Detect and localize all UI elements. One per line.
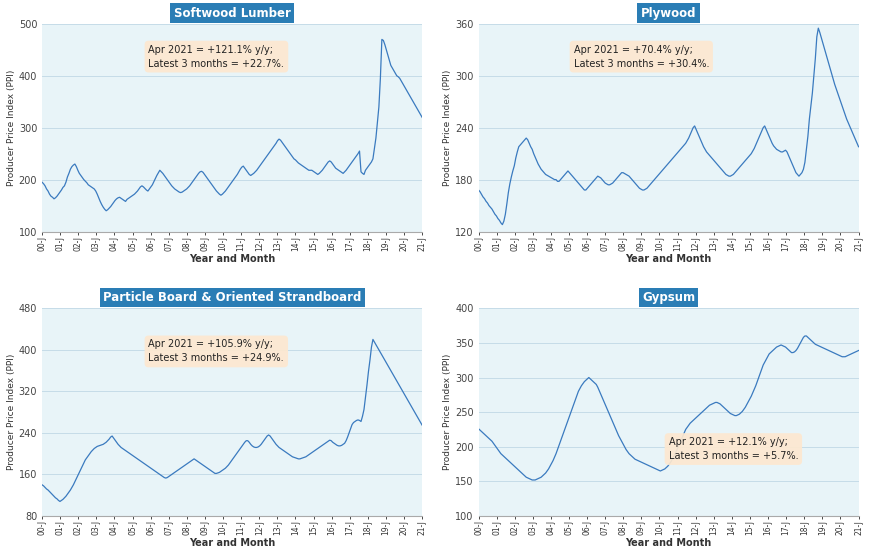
Text: Gypsum: Gypsum: [641, 291, 694, 304]
Text: Softwood Lumber: Softwood Lumber: [174, 7, 290, 19]
Text: Apr 2021 = +70.4% y/y;
Latest 3 months = +30.4%.: Apr 2021 = +70.4% y/y; Latest 3 months =…: [573, 44, 708, 69]
X-axis label: Year and Month: Year and Month: [625, 538, 711, 548]
X-axis label: Year and Month: Year and Month: [625, 254, 711, 264]
Y-axis label: Producer Price Index (PPI): Producer Price Index (PPI): [443, 354, 452, 470]
Text: Apr 2021 = +121.1% y/y;
Latest 3 months = +22.7%.: Apr 2021 = +121.1% y/y; Latest 3 months …: [149, 44, 284, 69]
Text: Particle Board & Oriented Strandboard: Particle Board & Oriented Strandboard: [103, 291, 361, 304]
Text: Apr 2021 = +105.9% y/y;
Latest 3 months = +24.9%.: Apr 2021 = +105.9% y/y; Latest 3 months …: [149, 340, 284, 364]
Y-axis label: Producer Price Index (PPI): Producer Price Index (PPI): [7, 69, 16, 186]
X-axis label: Year and Month: Year and Month: [189, 538, 275, 548]
Text: Apr 2021 = +12.1% y/y;
Latest 3 months = +5.7%.: Apr 2021 = +12.1% y/y; Latest 3 months =…: [667, 437, 797, 461]
Text: Plywood: Plywood: [640, 7, 695, 19]
Y-axis label: Producer Price Index (PPI): Producer Price Index (PPI): [443, 69, 452, 186]
X-axis label: Year and Month: Year and Month: [189, 254, 275, 264]
Y-axis label: Producer Price Index (PPI): Producer Price Index (PPI): [7, 354, 16, 470]
